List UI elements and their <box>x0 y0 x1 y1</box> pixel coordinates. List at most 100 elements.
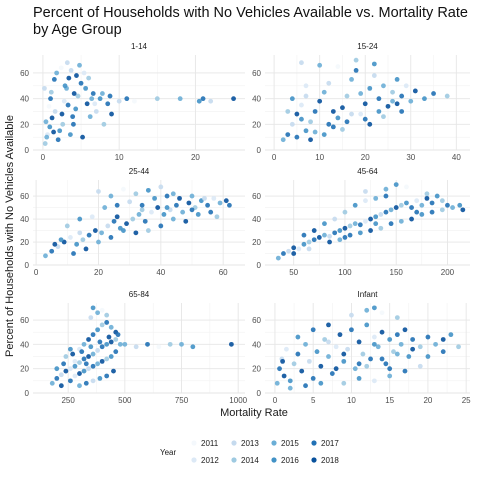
scatter-point <box>406 354 412 359</box>
scatter-point <box>356 361 362 367</box>
scatter-point <box>164 193 170 199</box>
scatter-point <box>64 223 70 229</box>
scatter-point <box>383 361 389 367</box>
scatter-point <box>217 200 223 206</box>
scatter-point <box>117 341 123 347</box>
scatter-point <box>180 209 186 215</box>
legend-swatch <box>191 440 197 446</box>
scatter-point <box>398 202 404 208</box>
scatter-point <box>95 327 101 333</box>
scatter-point <box>335 64 341 69</box>
x-tick-label: 500 <box>118 396 132 405</box>
scatter-point <box>92 101 98 107</box>
scatter-point <box>368 228 373 233</box>
scatter-point <box>284 346 289 352</box>
scatter-point <box>387 366 393 372</box>
scatter-point <box>74 241 80 247</box>
chart-title-line-2: by Age Group <box>33 22 122 38</box>
scatter-point <box>383 186 389 192</box>
facet-panel-45-64: 45-64 50 100 150 200 0 20 40 60 <box>252 167 470 277</box>
scatter-point <box>394 332 400 338</box>
scatter-point <box>341 358 347 364</box>
scatter-point <box>363 218 368 224</box>
scatter-point <box>402 368 408 374</box>
y-tick-label: 40 <box>252 215 261 224</box>
scatter-point <box>68 378 73 384</box>
scatter-point <box>133 191 139 197</box>
scatter-point <box>71 251 76 256</box>
scatter-point <box>106 334 112 340</box>
x-tick-label: 10 <box>115 153 124 162</box>
scatter-point <box>333 344 339 350</box>
scatter-point <box>155 205 161 210</box>
scatter-point <box>66 75 72 81</box>
scatter-point <box>371 61 377 67</box>
scatter-point <box>111 218 117 224</box>
scatter-point <box>77 360 82 365</box>
scatter-point <box>55 137 61 143</box>
scatter-point <box>177 96 183 102</box>
scatter-point <box>337 228 343 233</box>
scatter-point <box>349 76 354 82</box>
facet-strip-label: 25-44 <box>129 167 150 176</box>
scatter-point <box>78 80 84 86</box>
scatter-point <box>133 230 139 236</box>
scatter-point <box>371 334 377 340</box>
y-tick-label: 20 <box>20 120 29 129</box>
scatter-point <box>274 380 280 386</box>
scatter-point <box>429 200 435 206</box>
x-axis-title: Mortality Rate <box>220 407 288 419</box>
scatter-point <box>102 205 108 210</box>
scatter-point <box>439 207 445 213</box>
y-tick-label: 60 <box>20 69 29 78</box>
scatter-point <box>70 351 76 357</box>
scatter-point <box>349 111 354 117</box>
scatter-point <box>99 358 105 364</box>
scatter-point <box>43 253 48 259</box>
scatter-point <box>145 228 151 233</box>
scatter-point <box>326 121 332 127</box>
scatter-point <box>371 73 377 78</box>
scatter-point <box>74 73 79 78</box>
scatter-point <box>303 383 308 389</box>
scatter-point <box>164 205 170 210</box>
x-tick-label: 1000 <box>229 396 247 405</box>
scatter-point <box>104 312 110 318</box>
scatter-point <box>57 128 63 134</box>
scatter-point <box>303 93 309 99</box>
x-tick-label: 20 <box>423 396 432 405</box>
x-tick-label: 40 <box>452 153 461 162</box>
scatter-point <box>90 351 96 357</box>
scatter-point <box>214 214 220 220</box>
scatter-point <box>326 339 331 345</box>
scatter-point <box>404 200 409 206</box>
scatter-point <box>208 209 214 215</box>
scatter-point <box>425 334 431 340</box>
scatter-point <box>84 101 90 107</box>
y-tick-label: 40 <box>20 340 29 349</box>
scatter-point <box>97 376 103 381</box>
scatter-point <box>286 248 291 254</box>
scatter-point <box>170 191 176 197</box>
y-tick-label: 20 <box>252 365 261 374</box>
scatter-point <box>341 380 347 386</box>
scatter-point <box>72 363 78 369</box>
scatter-point <box>322 337 328 342</box>
y-tick-label: 60 <box>20 192 29 201</box>
x-tick-label: 150 <box>390 268 404 277</box>
scatter-point <box>291 251 297 256</box>
scatter-point <box>291 245 297 251</box>
y-tick-label: 20 <box>252 238 261 247</box>
scatter-point <box>342 235 348 240</box>
scatter-point <box>289 96 295 102</box>
scatter-point <box>383 209 389 215</box>
scatter-point <box>376 96 382 102</box>
scatter-point <box>327 233 332 239</box>
scatter-point <box>371 305 377 311</box>
scatter-point <box>299 102 304 108</box>
scatter-point <box>316 235 322 240</box>
x-tick-label: 200 <box>441 268 455 277</box>
x-tick-label: 0 <box>41 153 46 162</box>
scatter-point <box>335 115 341 121</box>
scatter-point <box>344 119 350 125</box>
